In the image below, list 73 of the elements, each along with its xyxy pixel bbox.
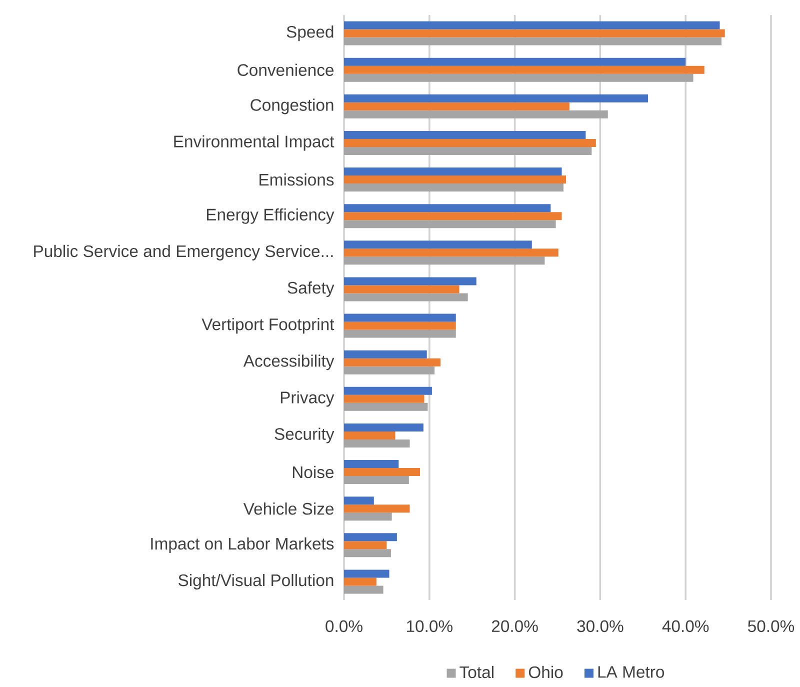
bar	[344, 350, 427, 358]
bar	[344, 330, 456, 338]
bar	[344, 314, 456, 322]
legend-label: LA Metro	[598, 666, 664, 678]
x-tick-label: 20.0%	[492, 620, 538, 632]
bar	[344, 358, 441, 366]
bar	[344, 460, 399, 468]
bar	[344, 110, 608, 118]
y-tick-label: Security	[274, 428, 334, 444]
y-tick-label: Accessibility	[243, 354, 334, 370]
bar	[344, 74, 694, 82]
bar	[344, 533, 397, 542]
bar	[344, 176, 566, 184]
bar	[344, 204, 551, 212]
bar	[344, 439, 410, 448]
bar	[344, 184, 564, 192]
bar	[344, 549, 391, 558]
x-tick-label: 50.0%	[748, 620, 794, 632]
bar	[344, 285, 460, 294]
bar	[344, 476, 409, 484]
legend-label: Ohio	[528, 666, 563, 678]
y-tick-label: Emissions	[260, 173, 334, 186]
x-tick-label: 10.0%	[407, 620, 452, 632]
bar	[344, 468, 420, 476]
y-tick-label: Speed	[286, 26, 334, 42]
bar	[344, 322, 456, 330]
bar	[344, 29, 725, 38]
y-tick-label: Privacy	[280, 391, 334, 407]
bar	[344, 293, 468, 302]
bar	[344, 386, 432, 395]
bar	[344, 578, 376, 586]
bar	[344, 212, 562, 220]
y-tick-label: Safety	[288, 281, 334, 298]
bar	[344, 240, 532, 249]
bar	[344, 402, 428, 411]
bar	[344, 586, 384, 594]
x-tick-label: 40.0%	[662, 620, 709, 632]
bar	[344, 21, 720, 30]
bar	[344, 504, 410, 513]
bar	[344, 58, 686, 66]
y-tick-label: Sight/Visual Pollution	[178, 574, 334, 590]
bar	[344, 394, 424, 403]
y-tick-label: Energy Efficiency	[206, 208, 334, 224]
legend-label: Total	[460, 666, 494, 678]
bar	[344, 138, 596, 147]
bar	[344, 570, 390, 578]
x-tick-label: 30.0%	[577, 620, 624, 632]
y-tick-label: Impact on Labor Markets	[151, 537, 334, 553]
x-tick-label: 0.0%	[326, 620, 362, 632]
bar	[344, 423, 424, 432]
y-tick-label: Environmental Impact	[174, 135, 334, 151]
bar	[344, 277, 476, 286]
y-tick-label: Convenience	[238, 64, 334, 76]
bar	[344, 37, 722, 46]
bar	[344, 94, 648, 102]
bar	[344, 102, 570, 110]
y-tick-label: Noise	[292, 466, 334, 478]
y-tick-label: Public Service and Emergency Service...	[34, 244, 333, 260]
bar	[344, 366, 435, 374]
bar	[344, 256, 545, 265]
bar	[344, 66, 704, 74]
y-tick-label: Congestion	[250, 98, 334, 114]
bar	[344, 248, 558, 257]
bar	[344, 168, 562, 176]
bar	[344, 431, 396, 440]
y-tick-label: Vertiport Footprint	[202, 318, 334, 334]
bar	[344, 512, 392, 521]
bar	[344, 541, 387, 550]
bar	[344, 496, 374, 505]
bar	[344, 130, 586, 139]
bar	[344, 146, 592, 155]
y-tick-label: Vehicle Size	[243, 502, 334, 515]
bar	[344, 220, 556, 228]
